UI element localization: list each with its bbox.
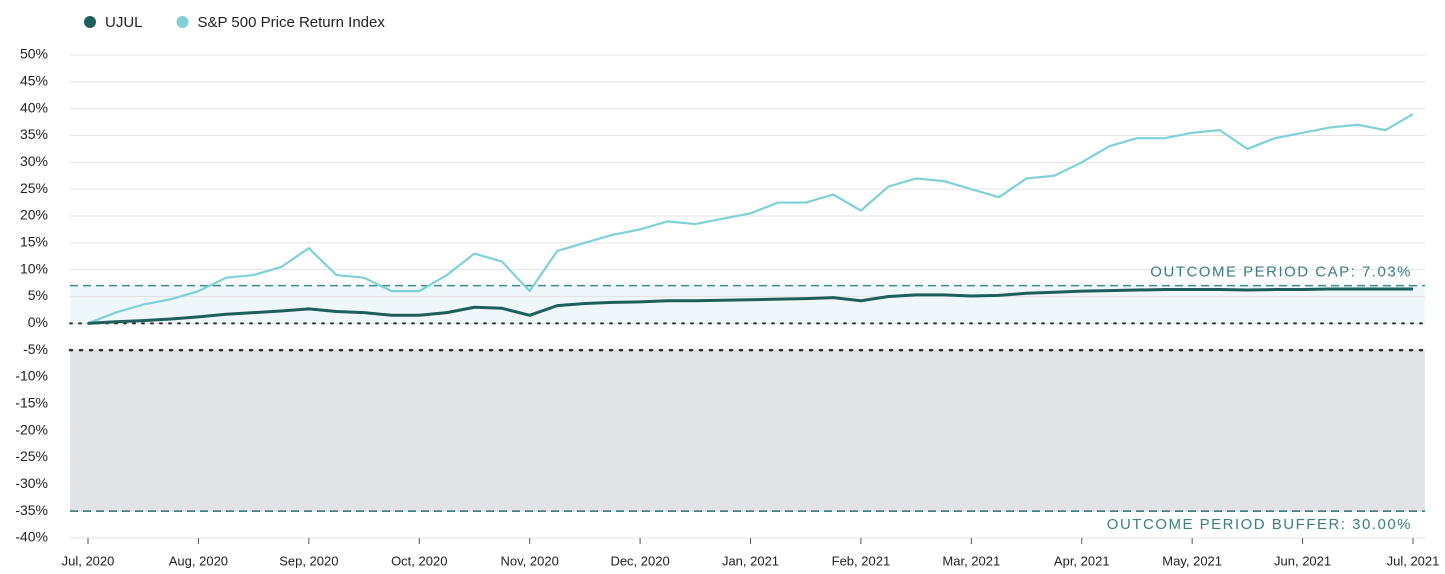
y-tick-label: -35% (15, 502, 48, 518)
legend-marker (176, 16, 189, 28)
y-tick-label: -10% (15, 368, 48, 384)
y-tick-label: 0% (28, 314, 48, 330)
y-tick-label: -20% (15, 421, 48, 437)
x-tick-label: Dec, 2020 (610, 553, 669, 568)
cap-label: OUTCOME PERIOD CAP: 7.03% (1150, 264, 1412, 281)
x-tick-label: Aug, 2020 (169, 553, 228, 568)
y-tick-label: 20% (20, 207, 48, 223)
x-tick-label: Sep, 2020 (279, 553, 338, 568)
y-tick-label: -25% (15, 448, 48, 464)
cap-zone (70, 285, 1425, 324)
x-tick-label: Mar, 2021 (942, 553, 1000, 568)
x-tick-label: Jan, 2021 (722, 553, 779, 568)
y-tick-label: -30% (15, 475, 48, 491)
y-tick-label: 30% (20, 153, 48, 169)
legend-label: S&P 500 Price Return Index (198, 14, 386, 31)
x-tick-label: May, 2021 (1162, 553, 1222, 568)
y-tick-label: 5% (28, 287, 48, 303)
x-tick-label: Feb, 2021 (832, 553, 891, 568)
y-tick-label: 15% (20, 234, 48, 250)
legend-marker (84, 16, 96, 28)
y-tick-label: 50% (20, 46, 48, 62)
x-tick-label: Jul, 2020 (62, 553, 115, 568)
x-tick-label: Jun, 2021 (1274, 553, 1331, 568)
y-tick-label: 10% (20, 260, 48, 276)
x-tick-label: Oct, 2020 (391, 553, 447, 568)
y-tick-label: -5% (23, 341, 48, 357)
y-tick-label: -40% (15, 529, 48, 545)
x-tick-label: Jul, 2021 (1387, 553, 1440, 568)
series-line (87, 113, 1414, 325)
legend-label: UJUL (105, 14, 143, 31)
y-tick-label: -15% (15, 395, 48, 411)
buffer-label: OUTCOME PERIOD BUFFER: 30.00% (1107, 516, 1412, 533)
x-tick-label: Apr, 2021 (1054, 553, 1110, 568)
x-tick-label: Nov, 2020 (501, 553, 559, 568)
y-tick-label: 25% (20, 180, 48, 196)
y-tick-label: 45% (20, 73, 48, 89)
y-tick-label: 40% (20, 99, 48, 115)
y-tick-label: 35% (20, 126, 48, 142)
series-line (87, 287, 1413, 325)
